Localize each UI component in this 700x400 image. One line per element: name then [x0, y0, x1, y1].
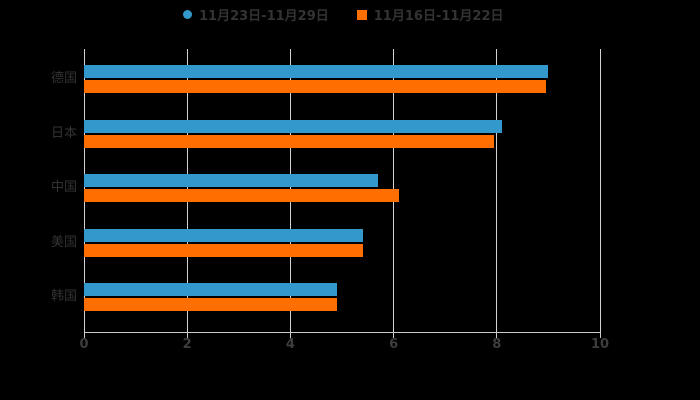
bar-week-nov23-29[interactable] — [84, 228, 363, 242]
legend-label-nov23-29: 11月23日-11月29日 — [199, 9, 329, 24]
category-label: 德国 — [50, 71, 77, 86]
legend-item-nov16-22[interactable]: 11月16日-11月22日 — [356, 5, 504, 24]
bar-week-nov16-22[interactable] — [84, 243, 363, 257]
bar-week-nov16-22[interactable] — [84, 80, 546, 93]
y-axis-labels: 德国日本中国美国韩国 — [0, 49, 78, 332]
legend-label-nov16-22: 11月16日-11月22日 — [373, 9, 504, 24]
x-tick-mark — [289, 333, 291, 338]
x-tick-mark — [393, 333, 395, 338]
x-tick-label: 10 — [590, 337, 610, 352]
gridline — [496, 49, 498, 332]
gridline — [599, 49, 601, 332]
x-axis-line — [84, 332, 601, 333]
x-tick-mark — [83, 333, 85, 338]
legend-circle-marker-icon — [183, 10, 192, 19]
category-label: 中国 — [50, 180, 77, 195]
category-label: 日本 — [50, 125, 77, 141]
x-tick-label: 8 — [492, 337, 502, 352]
bar-group-1 — [84, 65, 600, 93]
bar-week-nov23-29[interactable] — [84, 65, 549, 78]
bar-week-nov23-29[interactable] — [84, 119, 502, 133]
x-tick-label: 4 — [285, 337, 295, 352]
legend-square-marker-icon — [356, 9, 367, 20]
bar-group-2 — [84, 119, 600, 148]
bar-week-nov23-29[interactable] — [84, 174, 379, 187]
bar-group-4 — [84, 228, 600, 257]
bar-week-nov23-29[interactable] — [84, 283, 337, 296]
x-tick-mark — [496, 333, 498, 338]
plot-area — [83, 49, 601, 332]
legend-item-nov23-29[interactable]: 11月23日-11月29日 — [183, 5, 329, 24]
bar-week-nov16-22[interactable] — [84, 189, 399, 202]
category-label: 韩国 — [50, 289, 77, 304]
x-tick-label: 2 — [182, 337, 192, 352]
chart-legend: 11月23日-11月29日 11月16日-11月22日 — [183, 5, 504, 24]
bar-week-nov16-22[interactable] — [84, 134, 495, 148]
category-label: 美国 — [50, 234, 77, 250]
bar-group-3 — [84, 174, 600, 202]
x-tick-label: 0 — [79, 337, 89, 352]
bar-group-5 — [84, 283, 600, 311]
bar-week-nov16-22[interactable] — [84, 298, 337, 311]
x-tick-mark — [599, 333, 601, 338]
x-tick-mark — [186, 333, 188, 338]
x-tick-label: 6 — [389, 337, 399, 352]
